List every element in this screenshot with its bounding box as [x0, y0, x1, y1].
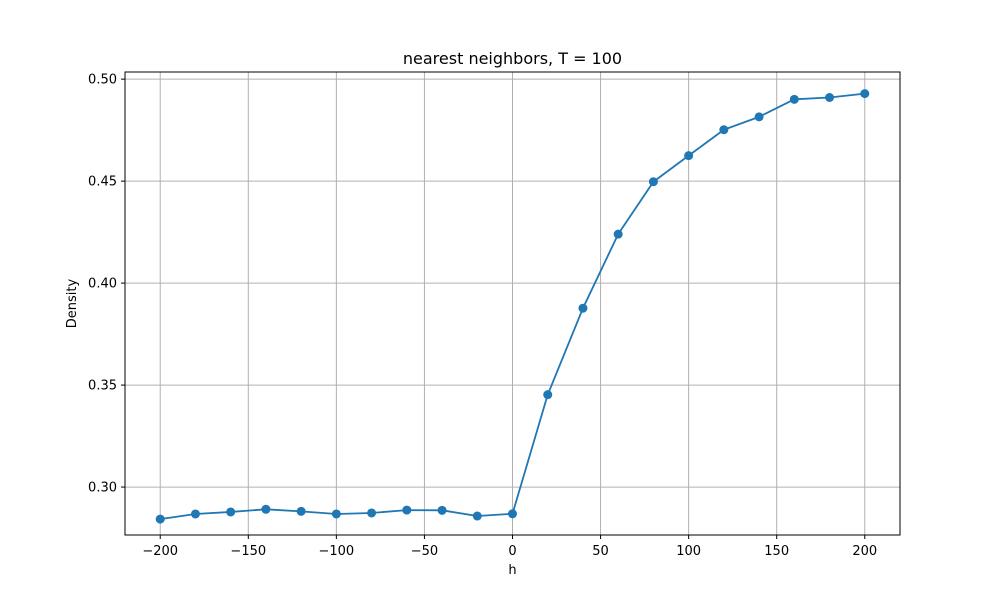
data-point	[508, 509, 517, 519]
data-point	[578, 303, 588, 313]
data-point	[331, 509, 341, 519]
grid	[125, 72, 900, 535]
y-tick-label: 0.40	[88, 277, 117, 292]
x-tick-label: −100	[319, 544, 355, 559]
x-tick-label: 200	[852, 544, 877, 559]
y-axis: 0.30 0.35 0.40 0.45 0.50	[88, 73, 125, 496]
data-point	[860, 89, 870, 99]
data-point	[226, 507, 236, 517]
data-point	[754, 112, 764, 122]
series-layer	[155, 89, 870, 524]
data-point	[367, 508, 377, 518]
y-tick-label: 0.45	[88, 175, 117, 190]
data-point	[437, 505, 447, 515]
chart-title: nearest neighbors, T = 100	[403, 49, 622, 68]
data-point	[684, 151, 694, 161]
data-point	[190, 509, 200, 519]
x-axis: −200 −150 −100 −50 0 50 100 150 200	[142, 535, 877, 559]
y-tick-label: 0.30	[88, 481, 117, 496]
x-tick-label: 100	[676, 544, 701, 559]
y-tick-label: 0.50	[88, 73, 117, 88]
data-point	[543, 390, 553, 400]
data-point	[648, 177, 658, 187]
x-tick-label: −50	[411, 544, 438, 559]
x-tick-label: −200	[142, 544, 178, 559]
x-tick-label: 0	[508, 544, 516, 559]
data-point	[613, 229, 623, 239]
y-tick-label: 0.35	[88, 379, 117, 394]
data-point	[719, 125, 729, 135]
data-point	[296, 506, 306, 516]
x-tick-label: 50	[592, 544, 609, 559]
x-axis-label: h	[508, 563, 516, 578]
data-point	[261, 504, 271, 514]
data-point	[472, 511, 482, 521]
data-point	[155, 514, 165, 524]
x-tick-label: −150	[230, 544, 266, 559]
data-point	[402, 505, 412, 515]
data-point	[789, 94, 799, 104]
x-tick-label: 150	[764, 544, 789, 559]
y-axis-label: Density	[65, 278, 80, 328]
data-point	[825, 92, 835, 102]
